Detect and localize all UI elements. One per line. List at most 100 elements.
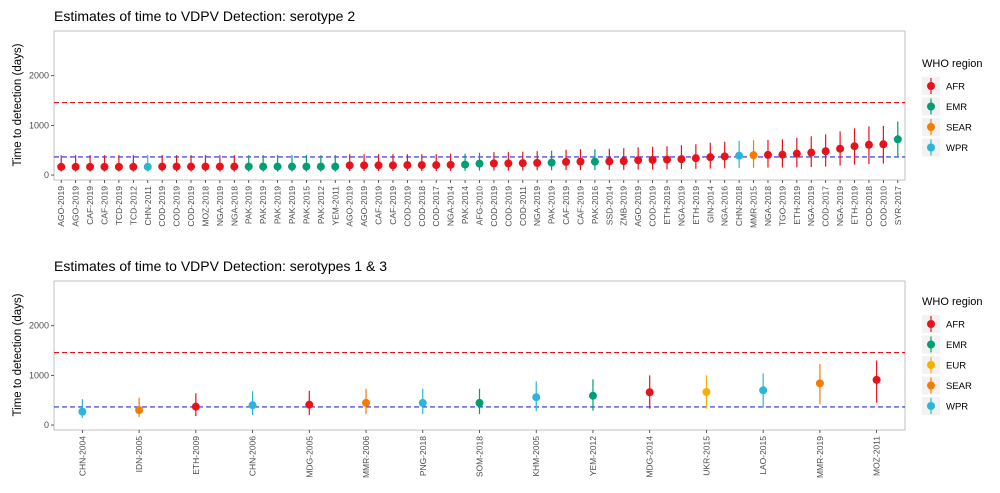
data-point [588,391,597,400]
x-tick-label: PAK-2014 [460,186,470,224]
x-tick-label: CAF-2019 [85,186,95,225]
data-point [417,161,426,170]
data-point [821,147,830,156]
data-point [191,402,200,411]
x-tick-label: COD-2019 [157,186,167,227]
data-point [71,162,80,171]
legend-key-point [927,143,935,152]
data-point [576,157,585,166]
x-tick-label: MMR-2019 [815,436,825,478]
x-tick-label: MMR-2006 [361,436,371,478]
x-tick-label: NGA-2019 [835,186,845,226]
x-tick-label: ETH-2019 [691,186,701,225]
x-tick-label: COD-2017 [431,186,441,227]
data-point [374,161,383,170]
legend-label: EMR [946,102,967,113]
x-tick-label: SSD-2014 [604,186,614,225]
data-point [259,162,268,171]
x-tick-label: CAF-2019 [374,186,384,225]
x-tick-label: AGO-2019 [71,186,81,227]
legend-key-point [927,361,935,369]
legend-title: WHO region [922,58,983,70]
x-tick-label: PAK-2019 [258,186,268,224]
chart-title: Estimates of time to VDPV Detection: ser… [54,258,387,274]
data-point [619,157,628,166]
x-tick-label: COD-2018 [864,186,874,227]
data-point [749,151,758,160]
points [78,375,881,416]
y-tick-label: 2000 [29,71,49,81]
data-point [677,155,686,164]
x-tick-label: MMR-2015 [749,186,759,228]
legend-label: EMR [946,340,967,351]
x-tick-label: CHN-2004 [77,436,87,476]
x-tick-label: MOZ-2011 [872,436,882,476]
x-tick-label: MDG-2005 [304,436,314,478]
x-tick-label: LAO-2015 [758,436,768,475]
x-tick-label: SYR-2017 [893,186,903,225]
x-tick-label: NGA-2018 [229,186,239,226]
x-tick-label: COD-2019 [186,186,196,227]
legend-key-point [927,82,935,90]
legend: WHO region AFR EMR EUR SEAR WPR [922,296,983,415]
x-tick-label: CAF-2019 [388,186,398,225]
y-tick-label: 1000 [29,120,49,130]
error-bars [81,360,878,419]
data-point [792,149,801,158]
data-point [248,401,257,410]
data-point [475,398,484,407]
data-point [172,162,181,171]
data-point [305,400,314,409]
x-tick-label: GIN-2014 [705,186,715,223]
data-point [634,156,643,165]
x-tick-label: NGA-2019 [215,186,225,226]
legend-label: AFR [946,82,965,93]
x-tick-label: NGA-2018 [763,186,773,226]
legend-label: EUR [946,361,966,372]
x-tick-label: UKR-2015 [701,436,711,476]
y-axis: 0 1000 2000 [29,71,54,180]
x-tick-label: PAK-2015 [301,186,311,224]
legend-key-point [927,381,935,390]
data-point [807,148,816,157]
x-tick-label: NGA-2019 [676,186,686,226]
data-point [489,159,498,168]
x-tick-label: PAK-2019 [244,186,254,224]
data-point [78,407,87,416]
x-tick-label: TCD-2012 [128,186,138,225]
x-tick-label: COD-2019 [648,186,658,227]
x-tick-label: YEM-2012 [588,436,598,476]
data-point [720,152,729,161]
data-point [590,157,599,166]
chart-title: Estimates of time to VDPV Detection: ser… [54,8,355,24]
data-point [691,154,700,163]
data-point [273,162,282,171]
data-point [759,386,768,395]
x-tick-label: TGO-2019 [777,186,787,226]
data-point [532,393,541,402]
data-point [287,162,296,171]
legend-label: WPR [946,402,968,413]
x-tick-label: PAK-2016 [590,186,600,224]
x-tick-label: IDN-2005 [134,436,144,473]
legend-key-point [927,340,935,349]
y-tick-label: 0 [44,170,49,180]
x-tick-label: COD-2019 [402,186,412,227]
y-tick-label: 2000 [29,321,49,331]
data-point [345,161,354,170]
x-tick-label: AGO-2019 [633,186,643,227]
data-point [158,162,167,171]
legend-label: SEAR [946,123,972,134]
data-point [129,162,138,171]
data-point [872,375,881,384]
legend-key-point [927,123,935,131]
x-tick-label: ETH-2019 [850,186,860,225]
x-tick-label: COD-2010 [878,186,888,227]
x-tick-label: YEM-2011 [330,186,340,226]
x-tick-label: AFG-2010 [475,186,485,225]
x-tick-label: PAK-2019 [273,186,283,224]
x-tick-label: COD-2018 [417,186,427,227]
data-point [645,388,654,397]
data-point [735,151,744,160]
x-tick-label: MOZ-2018 [200,186,210,227]
